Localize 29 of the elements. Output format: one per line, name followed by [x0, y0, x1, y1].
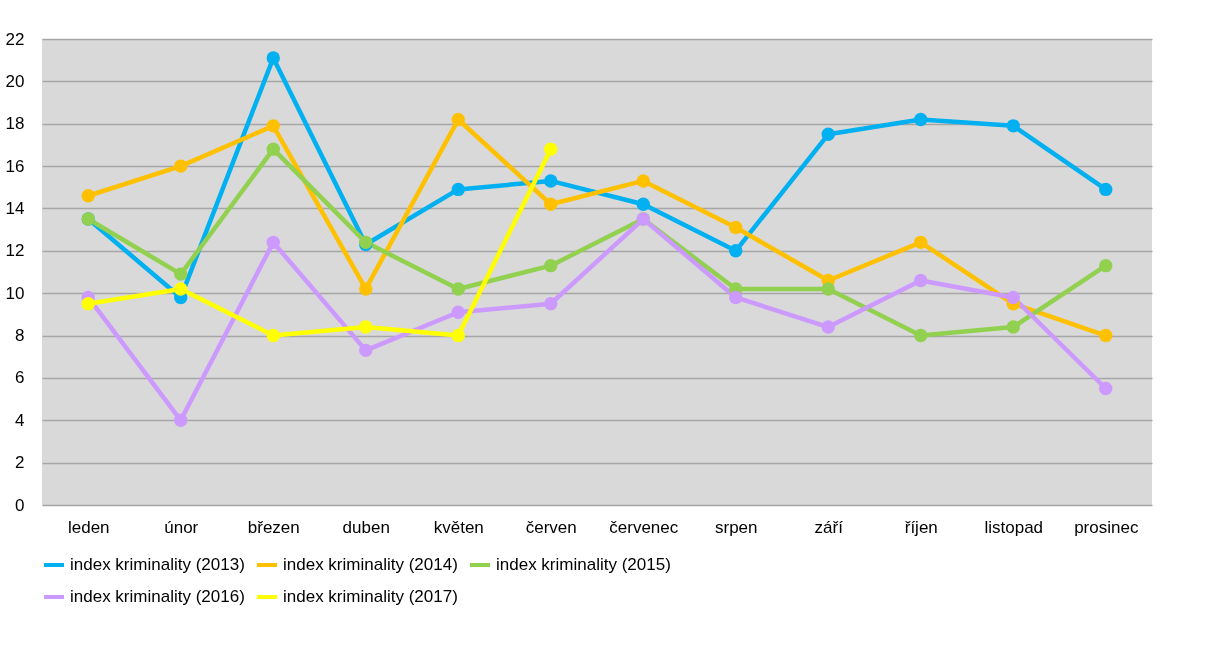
legend-label: index kriminality (2013): [70, 555, 245, 574]
x-tick-label: leden: [67, 517, 110, 537]
y-tick-label: 4: [15, 410, 25, 430]
y-tick-label: 8: [15, 326, 25, 346]
x-tick-label: duben: [342, 517, 390, 537]
y-tick-label: 16: [5, 156, 25, 176]
legend-label: index kriminality (2017): [283, 587, 458, 606]
legend-label: index kriminality (2014): [283, 555, 458, 574]
x-tick-label: srpen: [714, 517, 758, 537]
y-tick-label: 18: [5, 114, 25, 134]
x-tick-label: prosinec: [1074, 517, 1139, 537]
y-tick-label: 12: [5, 241, 25, 261]
legend-label: index kriminality (2015): [496, 555, 671, 574]
x-tick-label: březen: [247, 517, 300, 537]
y-tick-label: 22: [5, 29, 25, 49]
x-tick-label: říjen: [904, 517, 938, 537]
x-tick-label: červen: [525, 517, 577, 537]
x-tick-label: září: [814, 517, 844, 537]
x-tick-label: únor: [164, 517, 199, 537]
y-tick-label: 20: [5, 71, 25, 91]
legend-label: index kriminality (2016): [70, 587, 245, 606]
y-tick-label: 6: [15, 368, 25, 388]
x-tick-label: květen: [433, 517, 484, 537]
y-tick-label: 10: [5, 283, 25, 303]
y-tick-label: 0: [15, 495, 25, 515]
y-tick-label: 14: [5, 198, 25, 218]
x-tick-label: červenec: [609, 517, 679, 537]
y-tick-label: 2: [15, 453, 25, 473]
x-tick-label: listopad: [984, 517, 1044, 537]
